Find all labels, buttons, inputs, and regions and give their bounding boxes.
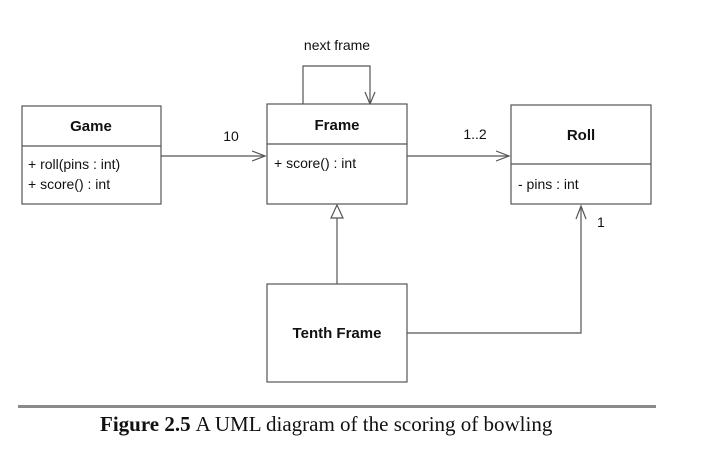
association-game-frame: 10 [161, 128, 267, 162]
class-game-box [21, 105, 162, 205]
figure-caption-text: A UML diagram of the scoring of bowling [196, 412, 553, 436]
class-game-member-score: + score() : int [28, 176, 110, 192]
figure-caption: Figure 2.5 A UML diagram of the scoring o… [100, 412, 553, 436]
class-tenth-frame-box [266, 283, 408, 383]
class-game-name: Game [70, 118, 112, 135]
association-tenth-roll-arrowhead [575, 204, 587, 220]
class-tenth-frame-name: Tenth Frame [293, 325, 382, 342]
generalization-tenth-frame [330, 203, 344, 284]
association-frame-roll-multiplicity: 1..2 [463, 126, 487, 142]
class-frame-box [266, 103, 408, 205]
class-frame-name: Frame [314, 117, 359, 134]
class-game-member-roll: + roll(pins : int) [28, 156, 120, 172]
association-tenth-roll: 1 [407, 204, 605, 334]
association-tenth-roll-multiplicity: 1 [597, 214, 605, 230]
association-tenth-roll-line [407, 206, 582, 334]
self-association-line [302, 65, 371, 104]
self-association-next-frame: next frame [302, 37, 376, 106]
class-roll-member-pins: - pins : int [518, 176, 579, 192]
class-frame-member-score: + score() : int [274, 155, 356, 171]
class-frame: Frame + score() : int [266, 103, 408, 205]
caption-rule [18, 405, 656, 408]
self-association-label: next frame [304, 37, 370, 53]
class-tenth-frame: Tenth Frame [266, 283, 408, 383]
class-roll-name: Roll [567, 127, 595, 144]
class-roll: Roll - pins : int [510, 104, 652, 205]
association-frame-roll-arrowhead [495, 150, 511, 162]
association-game-frame-multiplicity: 10 [223, 128, 239, 144]
generalization-triangle [330, 203, 344, 219]
class-game: Game + roll(pins : int) + score() : int [21, 105, 162, 205]
figure-caption-label: Figure 2.5 [100, 412, 191, 436]
association-game-frame-arrowhead [251, 150, 267, 162]
association-frame-roll: 1..2 [407, 126, 511, 162]
class-roll-box [510, 104, 652, 205]
